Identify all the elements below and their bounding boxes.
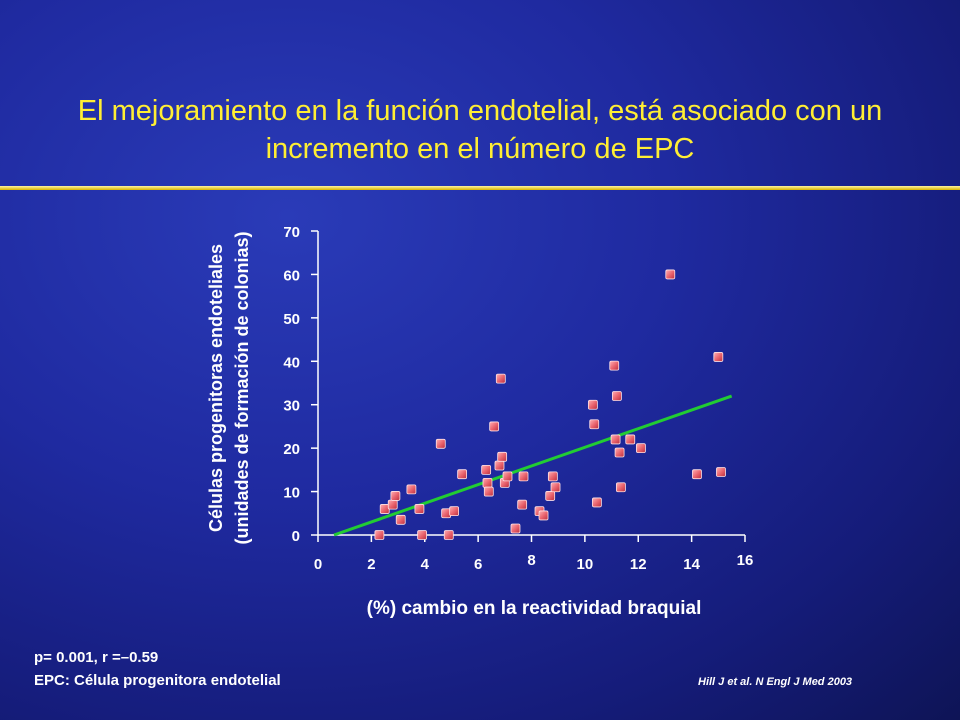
data-point <box>591 497 602 508</box>
x-axis-label: (%) cambio en la reactividad braquial <box>367 598 702 619</box>
data-point <box>545 491 556 501</box>
x-tick-label: 14 <box>683 556 700 573</box>
data-point <box>497 451 508 462</box>
data-point <box>612 391 622 401</box>
data-point <box>395 514 406 525</box>
data-point <box>495 373 506 384</box>
data-point <box>550 482 561 493</box>
stats-text: p= 0.001, r =–0.59 <box>34 649 159 666</box>
data-point <box>387 499 398 510</box>
data-point <box>406 484 417 495</box>
data-point <box>665 269 676 280</box>
data-point <box>443 530 454 540</box>
footer-notes: p= 0.001, r =–0.59 EPC: Célula progenito… <box>34 646 281 692</box>
data-point <box>502 471 513 482</box>
data-point <box>482 477 493 488</box>
data-point <box>609 360 620 371</box>
x-tick-label: 0 <box>314 556 322 573</box>
y-tick-label: 70 <box>283 224 300 241</box>
data-point <box>481 464 492 475</box>
y-tick-label: 30 <box>283 398 300 415</box>
y-tick-label: 10 <box>283 485 300 502</box>
data-point <box>636 443 646 454</box>
data-point <box>457 469 468 480</box>
y-axis-label-line1: Células progenitoras endoteliales <box>206 244 226 532</box>
data-point <box>625 434 636 445</box>
data-point <box>614 447 625 458</box>
data-point <box>692 469 702 480</box>
x-tick-label: 8 <box>527 552 535 569</box>
y-axis-label-line2: (unidades de formación de colonias) <box>232 231 252 544</box>
data-point <box>489 421 500 432</box>
y-tick-label: 0 <box>292 528 300 545</box>
y-tick-label: 60 <box>283 267 300 284</box>
data-point <box>414 504 425 514</box>
slide-title: El mejoramiento en la función endotelial… <box>40 92 920 168</box>
data-point <box>390 491 401 501</box>
x-tick-label: 10 <box>577 556 594 573</box>
data-point <box>483 486 494 497</box>
x-tick-label: 4 <box>421 556 430 573</box>
x-tick-label: 2 <box>367 556 375 573</box>
data-point <box>510 523 521 534</box>
data-point <box>610 434 621 445</box>
data-point <box>713 352 724 362</box>
data-point <box>587 399 598 410</box>
x-tick-label: 12 <box>630 556 647 573</box>
data-point <box>417 530 427 540</box>
data-point <box>538 510 549 521</box>
x-tick-label: 16 <box>737 552 754 569</box>
chart-axes: 0 10 20 30 40 50 60 70 0 2 4 6 8 10 12 14 16 <box>283 224 753 573</box>
data-point <box>435 438 446 449</box>
title-divider <box>0 186 960 190</box>
trendline-group <box>333 394 733 537</box>
y-tick-label: 20 <box>283 441 300 458</box>
data-point <box>518 471 529 482</box>
x-tick-label: 6 <box>474 556 482 573</box>
data-points <box>374 269 726 540</box>
data-point <box>616 482 626 493</box>
y-tick-label: 40 <box>283 354 300 371</box>
data-point <box>449 506 460 517</box>
trendline <box>333 394 733 537</box>
data-point <box>716 467 726 477</box>
title-line-1: El mejoramiento en la función endotelial… <box>77 95 883 127</box>
data-point <box>374 530 385 540</box>
definition-text: EPC: Célula progenitora endotelial <box>34 672 281 689</box>
data-point <box>494 460 505 471</box>
title-line-2: incremento en el número de EPC <box>265 133 695 165</box>
y-tick-label: 50 <box>283 311 300 328</box>
citation: Hill J et al. N Engl J Med 2003 <box>698 676 853 688</box>
data-point <box>589 419 600 430</box>
data-point <box>547 471 558 482</box>
data-point <box>517 499 528 510</box>
